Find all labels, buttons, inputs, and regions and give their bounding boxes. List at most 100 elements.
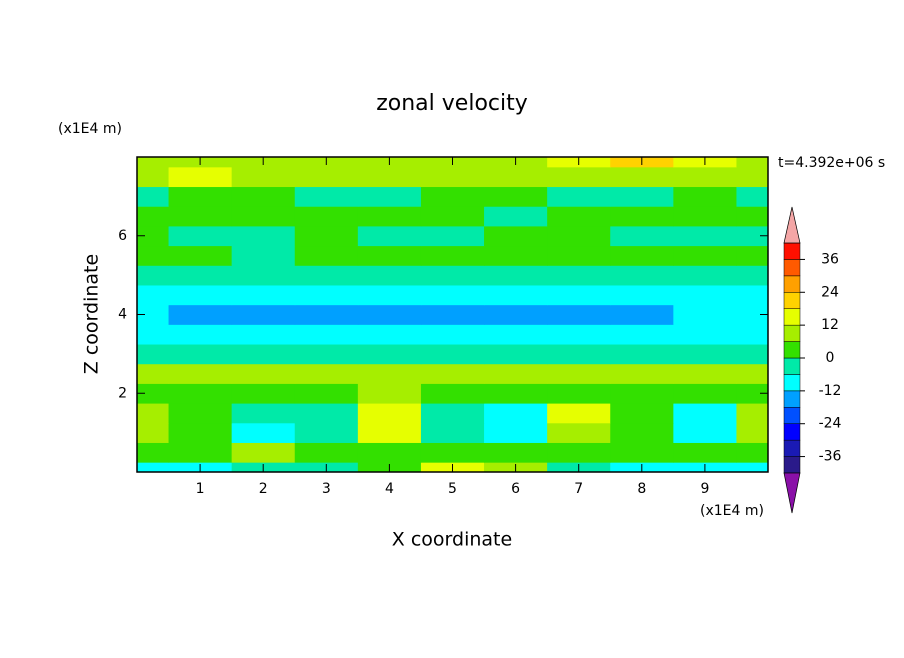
field-cell [610,265,674,286]
field-cell [610,166,674,188]
colorbar-tick-label: 24 [821,284,839,300]
field-cell [231,186,296,207]
field-cell [231,166,296,188]
field-cell [357,245,422,266]
field-cell [420,383,485,404]
field-cell [137,245,170,266]
field-cell [231,383,296,404]
y-tick-label: 4 [118,307,127,323]
field-cell [736,245,768,266]
field-cell [610,284,674,306]
colorbar-tick-label: -36 [819,449,842,465]
field-cell [357,363,422,384]
field-cell [610,403,674,424]
field-cell [484,403,548,424]
colorbar-box [783,456,801,474]
field-cell [231,403,296,424]
field-cell [294,324,359,345]
field-cell [610,245,674,266]
field-cell [610,225,674,247]
colorbar-box [783,324,801,342]
field-cell [736,206,768,227]
field-cell [357,324,422,345]
y-unit: (x1E4 m) [58,121,122,137]
x-unit: (x1E4 m) [700,503,764,519]
field-cell [294,284,359,306]
field-cell [547,284,611,306]
field-cell [736,324,768,345]
x-tick-label: 2 [259,481,268,497]
field-cell [547,422,611,443]
field-cell [294,245,359,266]
field-cell [168,166,233,188]
field-cell [610,363,674,384]
field-cell [231,422,296,443]
field-cell [484,265,548,286]
colorbar-tick-label: -12 [819,383,842,399]
x-tick-label: 7 [574,481,583,497]
field-cell [420,304,485,325]
field-cell [547,403,611,424]
field-cell [137,284,170,306]
field-cell [484,186,548,207]
field-cell [673,442,737,463]
field-cell [484,245,548,266]
field-cell [673,304,737,325]
field-cell [736,225,768,247]
x-tick-label: 6 [511,481,520,497]
colorbar-box [783,242,801,260]
field-cell [294,206,359,227]
field-cell [231,265,296,286]
field-cell [736,403,768,424]
field-cell [484,363,548,384]
field-cell [736,422,768,443]
field-cell [547,304,611,325]
field-cell [420,186,485,207]
field-cell [231,206,296,227]
x-tick-label: 4 [385,481,394,497]
colorbar-under [783,472,801,514]
field-cell [610,344,674,365]
field-cell [231,344,296,365]
field-cell [357,265,422,286]
field-cell [736,363,768,384]
x-tick-label: 5 [448,481,457,497]
field-cell [137,157,170,168]
x-tick-label: 8 [637,481,646,497]
field-cell [137,166,170,188]
field-cell [484,166,548,188]
colorbar-box [783,423,801,441]
field-cell [673,166,737,188]
field-cell [357,225,422,247]
field-cell [294,403,359,424]
field-cell [673,265,737,286]
field-cell [610,442,674,463]
field-cell [610,186,674,207]
field-cell [420,442,485,463]
field-cell [610,206,674,227]
x-tick-label: 3 [322,481,331,497]
field-cell [137,442,170,463]
field-cell [168,206,233,227]
field-cell [168,324,233,345]
colorbar-box [783,374,801,392]
field-cell [736,462,768,472]
field-cell [673,324,737,345]
field-cell [357,344,422,365]
field-cell [610,422,674,443]
field-cell [357,284,422,306]
field-cell [420,166,485,188]
field-cell [547,442,611,463]
field-cell [294,265,359,286]
field-cell [547,363,611,384]
field-cell [736,344,768,365]
field-cell [294,304,359,325]
field-cell [168,422,233,443]
field-cell [673,225,737,247]
field-cell [137,383,170,404]
field-cell [736,265,768,286]
field-cell [547,186,611,207]
field-cell [420,245,485,266]
field-cell [673,186,737,207]
field-cell [137,186,170,207]
